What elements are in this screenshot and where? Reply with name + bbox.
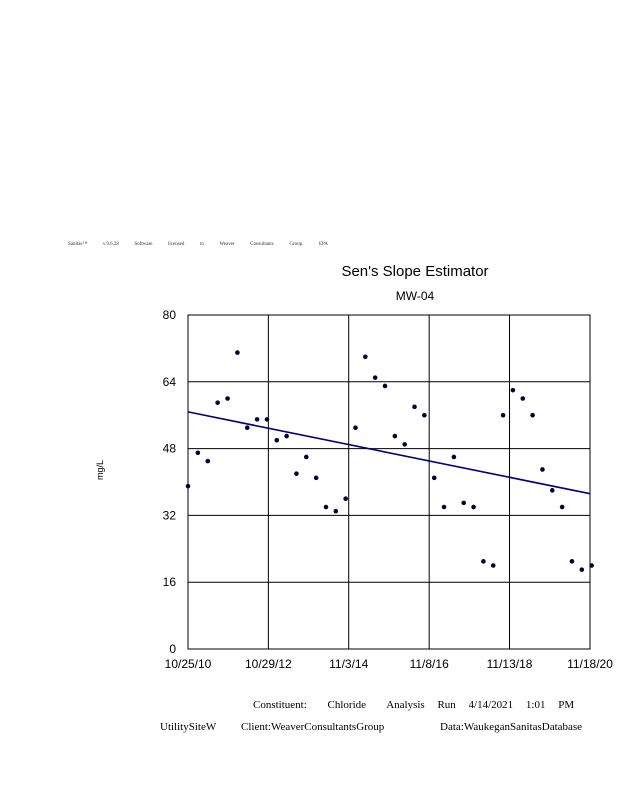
data-point bbox=[303, 454, 309, 460]
constituent-label: Constituent: bbox=[253, 699, 307, 711]
data-point bbox=[579, 567, 585, 572]
run-time: 1:01 bbox=[525, 699, 546, 711]
data-point bbox=[244, 425, 250, 431]
x-tick-label: 10/25/10 bbox=[165, 657, 212, 671]
constituent-value: Chloride bbox=[327, 699, 367, 711]
data-point bbox=[510, 387, 516, 393]
data-point bbox=[205, 458, 211, 464]
data-point bbox=[422, 412, 427, 418]
data-point bbox=[559, 504, 565, 510]
site-label: UtilitySiteW bbox=[160, 721, 217, 733]
data-point bbox=[392, 433, 398, 439]
data-point bbox=[569, 559, 575, 564]
data-point bbox=[520, 396, 526, 401]
client-label: Client:WeaverConsultantsGroup bbox=[241, 721, 385, 733]
data-point bbox=[402, 442, 407, 447]
software-license-header: Sanitas™ v.9.6.28 Software licensed to W… bbox=[68, 242, 328, 247]
data-point bbox=[363, 354, 368, 360]
data-point bbox=[313, 475, 319, 481]
x-tick-label: 11/18/20 bbox=[567, 657, 613, 671]
y-tick-label: 0 bbox=[169, 642, 176, 656]
y-tick-label: 48 bbox=[163, 442, 177, 456]
data-point bbox=[274, 437, 280, 443]
data-point bbox=[254, 417, 260, 422]
chart-grid bbox=[187, 314, 591, 650]
data-point bbox=[382, 383, 388, 389]
header-word: Software bbox=[134, 242, 153, 247]
data-point bbox=[481, 559, 486, 564]
chart-subtitle: MW-04 bbox=[395, 289, 435, 303]
data-point bbox=[589, 563, 594, 568]
trend-line-group bbox=[187, 411, 591, 495]
header-word: EPA bbox=[318, 242, 328, 247]
chart-title: Sen's Slope Estimator bbox=[341, 263, 489, 280]
analysis-info-line: Constituent: Chloride Analysis Run 4/14/… bbox=[253, 699, 574, 711]
x-tick-label: 11/3/14 bbox=[329, 657, 368, 671]
header-word: Weaver bbox=[219, 242, 235, 247]
x-tick-label: 11/8/16 bbox=[410, 657, 449, 671]
header-word: Group. bbox=[289, 242, 304, 247]
header-word: Sanitas™ bbox=[68, 242, 88, 247]
data-points bbox=[185, 350, 594, 572]
sens-slope-trend-line bbox=[187, 411, 591, 495]
data-point bbox=[225, 396, 230, 401]
data-point bbox=[451, 454, 457, 460]
header-word: v.9.6.28 bbox=[102, 242, 119, 247]
data-source-label: Data:WaukeganSanitasDatabase bbox=[440, 721, 583, 733]
data-point bbox=[490, 563, 496, 568]
data-point bbox=[235, 350, 240, 355]
header-word: to bbox=[199, 242, 204, 247]
data-point bbox=[185, 483, 191, 489]
axis-ticks: 0 16 32 48 64 80 10/25/10 10/29/12 11/3/14 11/8/1… bbox=[163, 308, 614, 671]
x-tick-label: 10/29/12 bbox=[245, 657, 292, 671]
data-point bbox=[215, 400, 220, 405]
data-point bbox=[284, 433, 289, 439]
data-point bbox=[461, 500, 467, 506]
run-ampm: PM bbox=[558, 699, 575, 711]
data-point bbox=[431, 475, 437, 481]
header-word: Consultants bbox=[250, 242, 274, 247]
data-point bbox=[294, 471, 299, 476]
data-point bbox=[412, 404, 417, 410]
data-point bbox=[372, 375, 378, 380]
y-tick-label: 64 bbox=[163, 375, 177, 389]
data-point bbox=[540, 467, 545, 472]
run-label: Run bbox=[437, 699, 456, 711]
data-point bbox=[353, 425, 358, 431]
run-date: 4/14/2021 bbox=[468, 699, 514, 711]
data-point bbox=[471, 504, 476, 510]
x-tick-label: 11/13/18 bbox=[487, 657, 533, 671]
data-point bbox=[343, 496, 348, 502]
data-point bbox=[549, 488, 555, 493]
y-tick-label: 80 bbox=[163, 308, 177, 322]
data-point bbox=[264, 417, 270, 422]
data-point bbox=[333, 508, 339, 514]
y-tick-label: 16 bbox=[163, 575, 177, 589]
data-point bbox=[500, 412, 506, 418]
header-word: licensed bbox=[168, 242, 185, 247]
analysis-label: Analysis bbox=[386, 699, 425, 711]
data-point bbox=[530, 412, 535, 418]
data-point bbox=[323, 504, 329, 510]
plot-frame bbox=[187, 314, 591, 650]
data-point bbox=[441, 504, 447, 510]
y-tick-label: 32 bbox=[163, 508, 177, 522]
data-point bbox=[195, 450, 201, 456]
